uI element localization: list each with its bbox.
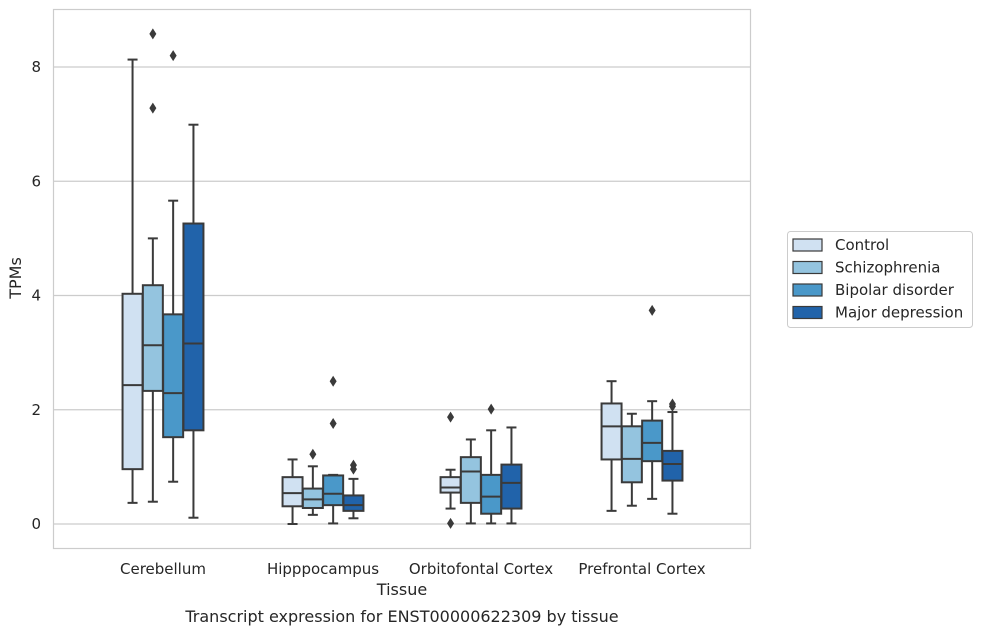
- box-iqr: [459, 456, 482, 504]
- x-tick-label: Orbitofontal Cortex: [409, 560, 553, 578]
- box-schizophrenia: [459, 438, 482, 525]
- legend-items: Control Schizophrenia Bipolar disorder Majo…: [792, 236, 963, 322]
- box-iqr: [600, 402, 623, 461]
- outlier-point: [329, 375, 337, 387]
- box-control: [281, 458, 304, 525]
- outlier-point: [149, 102, 157, 114]
- box-bipolar-disorder: [162, 50, 185, 483]
- x-tick-label: Hipppocampus: [267, 560, 379, 578]
- y-tick-label: 0: [31, 515, 41, 533]
- outlier-point: [149, 28, 157, 40]
- y-axis-title: TPMs: [6, 257, 25, 300]
- boxes: [121, 28, 684, 529]
- y-tick-label: 8: [31, 58, 41, 76]
- chart-caption: Transcript expression for ENST0000062230…: [184, 607, 618, 626]
- box-iqr: [641, 419, 664, 463]
- box-iqr: [439, 476, 462, 494]
- outlier-point: [487, 403, 495, 415]
- y-tick-label: 6: [31, 172, 41, 190]
- box-iqr: [661, 449, 684, 482]
- box-major-depression: [661, 398, 684, 515]
- box-iqr: [162, 313, 185, 439]
- legend-label: Control: [835, 236, 889, 254]
- x-axis-ticks: Cerebellum Hipppocampus Orbitofontal Corte…: [120, 560, 706, 578]
- y-tick-label: 2: [31, 401, 41, 419]
- legend-swatch: [792, 260, 823, 275]
- box-iqr: [620, 425, 643, 484]
- outlier-point: [447, 517, 455, 529]
- box-iqr: [322, 474, 345, 507]
- legend-swatch: [792, 283, 823, 297]
- y-tick-label: 4: [31, 287, 41, 305]
- legend-label: Major depression: [835, 304, 963, 322]
- outlier-point: [648, 304, 656, 316]
- box-schizophrenia: [620, 412, 643, 507]
- box-iqr: [301, 487, 324, 510]
- box-control: [600, 380, 623, 512]
- plot-area-frame: [52, 8, 752, 550]
- box-iqr: [342, 494, 365, 512]
- legend: Control Schizophrenia Bipolar disorder Majo…: [787, 231, 973, 328]
- legend-label: Schizophrenia: [835, 259, 940, 277]
- box-major-depression: [342, 459, 365, 520]
- outlier-point: [309, 448, 317, 460]
- box-iqr: [182, 222, 205, 432]
- box-iqr: [480, 473, 503, 515]
- box-control: [121, 58, 144, 504]
- outlier-point: [447, 411, 455, 423]
- box-schizophrenia: [141, 28, 164, 503]
- x-axis-title: Tissue: [376, 580, 427, 599]
- box-bipolar-disorder: [641, 304, 664, 500]
- outlier-point: [169, 50, 177, 62]
- box-iqr: [121, 292, 144, 471]
- box-iqr: [141, 284, 164, 392]
- box-iqr: [281, 476, 304, 508]
- outlier-point: [349, 463, 357, 475]
- box-bipolar-disorder: [480, 403, 503, 525]
- box-major-depression: [182, 123, 205, 519]
- box-major-depression: [500, 426, 523, 525]
- legend-label: Bipolar disorder: [835, 281, 955, 299]
- x-tick-label: Prefrontal Cortex: [578, 560, 705, 578]
- x-tick-label: Cerebellum: [120, 560, 206, 578]
- box-bipolar-disorder: [322, 375, 345, 525]
- outlier-point: [329, 417, 337, 429]
- outlier-point: [668, 400, 676, 412]
- box-control: [439, 411, 462, 529]
- box-iqr: [500, 463, 523, 510]
- box-schizophrenia: [301, 448, 324, 516]
- legend-swatch: [792, 305, 823, 320]
- legend-frame: [787, 231, 973, 328]
- legend-swatch: [792, 238, 823, 252]
- y-axis-ticks: 0 2 4 6 8: [31, 58, 41, 533]
